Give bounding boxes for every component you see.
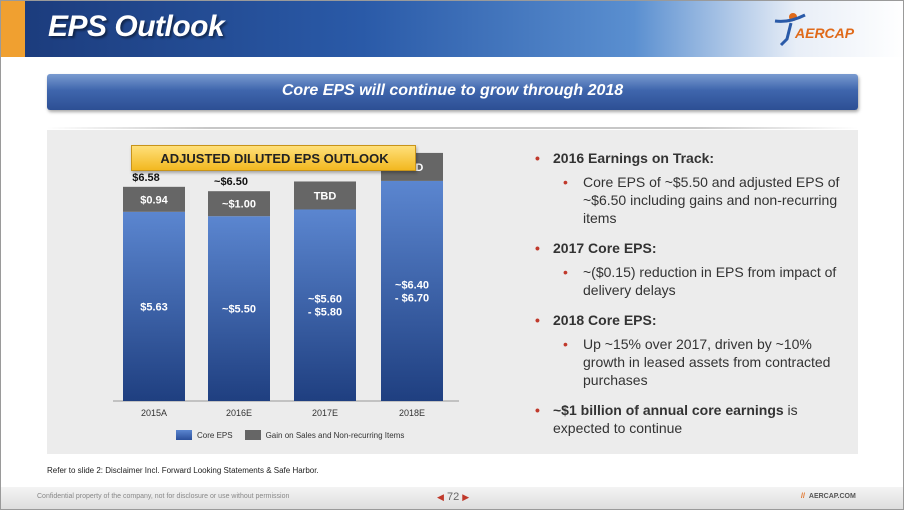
x-tick-label: 2017E (312, 408, 338, 418)
chart-title: ADJUSTED DILUTED EPS OUTLOOK (160, 151, 389, 166)
bullet-last: ~$1 billion of annual core earnings is e… (531, 401, 841, 437)
x-tick-label: 2016E (226, 408, 252, 418)
site-text: AERCAP.COM (808, 493, 856, 500)
logo-figure-icon (774, 13, 806, 47)
bar-gain (123, 186, 185, 212)
footer-bar: Confidential property of the company, no… (1, 487, 903, 509)
legend-label-core: Core EPS (197, 430, 233, 440)
bullet-sub: Up ~15% over 2017, driven by ~10% growth… (531, 335, 841, 389)
bullet-list: 2016 Earnings on Track: Core EPS of ~$5.… (531, 149, 841, 443)
subtitle-banner: Core EPS will continue to grow through 2… (47, 74, 858, 110)
legend-label-gain: Gain on Sales and Non-recurring Items (265, 430, 405, 440)
bar-gain-label: $0.94 (140, 194, 168, 206)
bullet-last-bold: ~$1 billion of annual core earnings (553, 402, 784, 418)
bullet-sub: Core EPS of ~$5.50 and adjusted EPS of ~… (531, 173, 841, 227)
banner-text: Core EPS will continue to grow through 2… (281, 82, 624, 99)
aercap-logo: AERCAP (771, 9, 871, 51)
page-number: 72 (446, 491, 460, 503)
confidential-notice: Confidential property of the company, no… (37, 493, 290, 500)
bar-core (123, 211, 185, 401)
bullet-sub: ~($0.15) reduction in EPS from impact of… (531, 263, 841, 299)
page-indicator: ◀ 72 ▶ (437, 491, 469, 503)
bar-core-label: $5.63 (140, 301, 168, 313)
bar-gain-label: ~$1.00 (222, 199, 256, 211)
prev-page-icon[interactable]: ◀ (437, 492, 444, 502)
divider (47, 127, 858, 129)
legend-swatch-core (176, 430, 192, 440)
footnote: Refer to slide 2: Disclaimer Incl. Forwa… (47, 466, 319, 475)
bar-core-label: ~$5.50 (222, 304, 256, 316)
x-tick-label: 2018E (399, 408, 425, 418)
legend-swatch-gain (244, 430, 261, 440)
bullet-heading: 2018 Core EPS: (531, 311, 841, 329)
bar-gain (208, 191, 270, 217)
accent-tab (1, 1, 25, 57)
logo-text: AERCAP (795, 25, 855, 41)
bar-gain-label: TBD (314, 190, 337, 202)
page-title: EPS Outlook (48, 10, 225, 43)
next-page-icon[interactable]: ▶ (462, 492, 470, 502)
chart-title-box: ADJUSTED DILUTED EPS OUTLOOK (131, 145, 416, 171)
bar-core-label: ~$5.60- $5.80 (308, 294, 342, 319)
bar-core (208, 216, 270, 401)
slash-icon: // (801, 493, 805, 500)
bar-core-label: ~$6.40- $6.70 (395, 279, 429, 304)
header-bar: EPS Outlook AERCAP (1, 1, 903, 57)
bar-gain (294, 181, 356, 210)
bar-core (294, 209, 356, 401)
site-link[interactable]: //AERCAP.COM (801, 493, 856, 500)
bar-total-label: ~$6.50 (214, 176, 248, 188)
bullet-last-rest: is expected to continue (553, 402, 798, 436)
bullet-heading: 2017 Core EPS: (531, 239, 841, 257)
x-tick-label: 2015A (141, 408, 167, 418)
bar-core (381, 180, 443, 401)
chart-legend: Core EPS Gain on Sales and Non-recurring… (176, 428, 404, 442)
bar-total-label: $6.58 (132, 172, 160, 184)
bullet-heading: 2016 Earnings on Track: (531, 149, 841, 167)
